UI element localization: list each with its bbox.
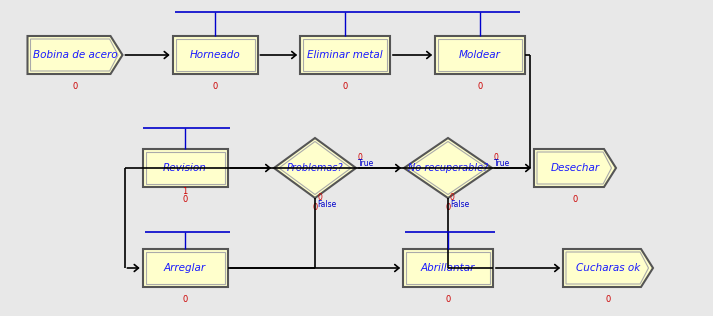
Bar [406,252,490,284]
Text: 0: 0 [478,82,483,91]
Text: Moldear: Moldear [459,50,501,60]
Text: 0: 0 [446,203,451,212]
Text: True: True [494,159,511,168]
Bar [435,36,525,74]
Polygon shape [563,249,653,287]
Text: False: False [450,200,469,209]
Text: Eliminar metal: Eliminar metal [307,50,383,60]
Bar [175,39,255,71]
Text: False: False [317,200,337,209]
Text: True: True [358,159,374,168]
Text: 0: 0 [73,82,78,91]
Bar [300,36,390,74]
Polygon shape [274,138,356,198]
Text: Arreglar: Arreglar [164,263,206,273]
Text: No recuperable?: No recuperable? [408,163,488,173]
Text: 0: 0 [605,295,610,304]
Text: Abrillantar: Abrillantar [421,263,475,273]
Text: 0: 0 [312,203,317,212]
Text: Revision: Revision [163,163,207,173]
Text: 0: 0 [212,82,217,91]
Polygon shape [534,149,616,187]
Text: Horneado: Horneado [190,50,240,60]
Bar [438,39,522,71]
Text: 0: 0 [494,153,499,162]
Polygon shape [404,138,492,198]
Text: Bobina de acero: Bobina de acero [33,50,118,60]
Bar [403,249,493,287]
Text: Desechar: Desechar [550,163,600,173]
Text: 1: 1 [183,187,188,196]
Text: Cucharas ok: Cucharas ok [576,263,640,273]
Bar [173,36,257,74]
Text: 0: 0 [342,82,348,91]
Polygon shape [28,36,123,74]
Text: 0: 0 [317,193,322,202]
Text: 0: 0 [183,195,188,204]
Text: Problemas?: Problemas? [287,163,344,173]
Bar [145,152,225,184]
Text: 0: 0 [573,195,578,204]
Text: 0: 0 [450,193,455,202]
Bar [145,252,225,284]
Text: 0: 0 [183,295,188,304]
Text: 0: 0 [358,153,363,162]
Bar [143,249,227,287]
Text: 0: 0 [446,295,451,304]
Bar [143,149,227,187]
Bar [303,39,387,71]
